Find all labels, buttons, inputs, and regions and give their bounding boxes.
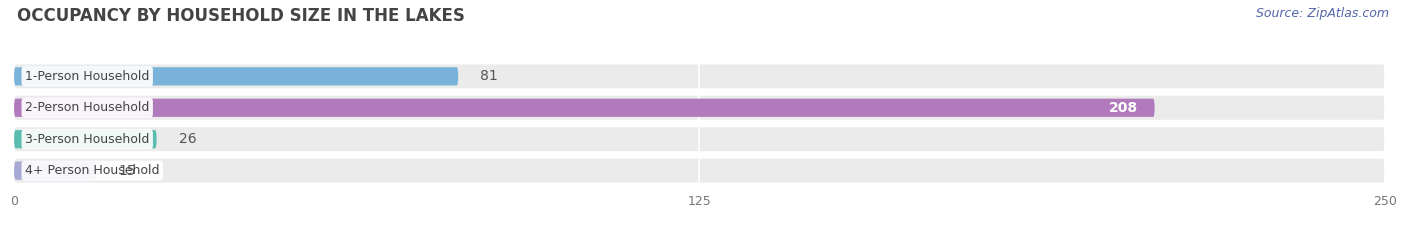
FancyBboxPatch shape: [14, 161, 96, 180]
Text: Source: ZipAtlas.com: Source: ZipAtlas.com: [1256, 7, 1389, 20]
Text: 26: 26: [179, 132, 197, 146]
Text: 3-Person Household: 3-Person Household: [25, 133, 149, 146]
Text: 81: 81: [481, 69, 498, 83]
FancyBboxPatch shape: [14, 99, 1154, 117]
FancyBboxPatch shape: [14, 64, 1385, 88]
Text: 4+ Person Household: 4+ Person Household: [25, 164, 159, 177]
Text: 15: 15: [118, 164, 136, 178]
FancyBboxPatch shape: [14, 127, 1385, 151]
Text: 2-Person Household: 2-Person Household: [25, 101, 149, 114]
FancyBboxPatch shape: [14, 159, 1385, 183]
FancyBboxPatch shape: [14, 130, 156, 148]
FancyBboxPatch shape: [14, 67, 458, 86]
Text: 1-Person Household: 1-Person Household: [25, 70, 149, 83]
Text: 208: 208: [1109, 101, 1139, 115]
FancyBboxPatch shape: [14, 96, 1385, 120]
Text: OCCUPANCY BY HOUSEHOLD SIZE IN THE LAKES: OCCUPANCY BY HOUSEHOLD SIZE IN THE LAKES: [17, 7, 465, 25]
